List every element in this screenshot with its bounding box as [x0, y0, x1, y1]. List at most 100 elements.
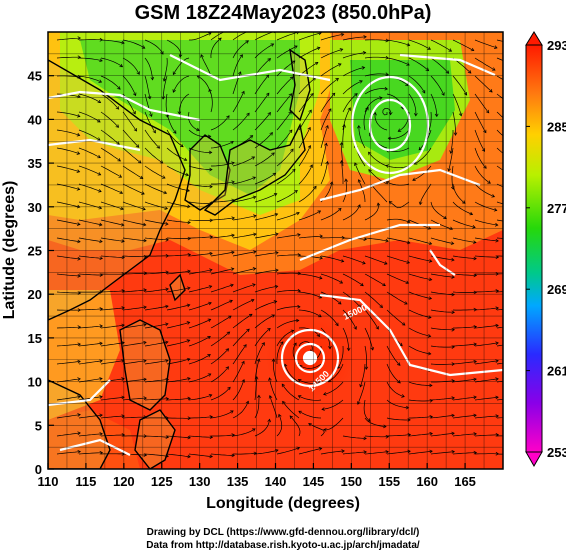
streamline: [122, 219, 146, 226]
streamline: [78, 342, 103, 347]
streamline-arrowhead: [187, 396, 191, 401]
streamline: [389, 201, 410, 209]
streamline: [254, 269, 279, 275]
streamline-arrowhead: [280, 341, 284, 345]
streamline: [56, 237, 81, 243]
streamline: [122, 397, 147, 401]
streamline: [254, 449, 279, 455]
streamline-arrowhead: [297, 233, 301, 237]
streamline-arrowhead: [267, 418, 272, 423]
streamline-arrowhead: [207, 373, 212, 377]
streamline-arrowhead: [363, 35, 367, 39]
streamline: [448, 147, 454, 172]
streamline-arrowhead: [275, 232, 279, 236]
streamline: [414, 147, 432, 165]
streamline: [299, 363, 322, 369]
streamline: [122, 306, 147, 311]
streamline: [232, 401, 249, 419]
streamline: [363, 107, 369, 131]
streamline-arrowhead: [489, 88, 493, 93]
streamline-arrowhead: [99, 324, 103, 328]
streamline-arrowhead: [340, 32, 345, 37]
streamline: [144, 39, 164, 55]
streamline-arrowhead: [288, 129, 293, 134]
streamline: [56, 360, 81, 365]
streamline-arrowhead: [99, 341, 103, 346]
streamline-arrowhead: [143, 396, 147, 400]
streamline: [371, 184, 388, 203]
streamline-arrowhead: [427, 333, 432, 338]
streamline-arrowhead: [275, 268, 279, 273]
streamline: [232, 344, 247, 365]
streamline: [451, 165, 454, 190]
streamline-arrowhead: [473, 359, 477, 364]
streamline-arrowhead: [143, 254, 148, 259]
streamline: [56, 37, 81, 41]
streamline: [386, 57, 410, 66]
streamline-arrowhead: [99, 58, 103, 63]
streamline: [452, 361, 477, 365]
streamline-arrowhead: [238, 71, 242, 75]
streamline-arrowhead: [517, 43, 520, 46]
streamline: [210, 315, 232, 329]
streamline-arrowhead: [441, 92, 445, 96]
streamline-arrowhead: [187, 286, 191, 291]
streamline: [166, 237, 191, 239]
streamline: [254, 152, 275, 167]
streamline: [408, 399, 433, 402]
streamline-arrowhead: [98, 79, 103, 83]
streamline-arrowhead: [231, 198, 235, 203]
streamline: [298, 291, 322, 299]
streamline: [122, 75, 137, 96]
streamline-arrowhead: [165, 435, 170, 439]
streamline-arrowhead: [316, 333, 321, 338]
streamline: [337, 345, 344, 369]
streamline: [408, 57, 429, 71]
streamline: [452, 39, 474, 51]
streamline-arrowhead: [354, 93, 358, 97]
streamline-arrowhead: [208, 285, 213, 289]
streamline-arrowhead: [495, 432, 500, 437]
streamline-arrowhead: [473, 450, 478, 455]
streamline: [233, 452, 257, 455]
streamline-arrowhead: [77, 36, 81, 40]
streamline-arrowhead: [172, 89, 177, 93]
streamline-arrowhead: [165, 454, 169, 458]
streamline-arrowhead: [77, 256, 81, 261]
streamline-arrowhead: [274, 284, 279, 289]
streamline-arrowhead: [518, 378, 521, 381]
streamline-arrowhead: [275, 448, 279, 453]
streamline-arrowhead: [121, 255, 125, 260]
streamline-arrowhead: [152, 129, 156, 134]
wind-streamlines: [56, 32, 521, 459]
streamline-arrowhead: [120, 206, 124, 211]
streamline-arrowhead: [116, 141, 120, 145]
streamline: [298, 77, 316, 95]
credit-data: Data from http://database.rish.kyoto-u.a…: [146, 540, 420, 551]
streamline: [386, 417, 411, 421]
streamline: [210, 268, 234, 275]
streamline: [496, 362, 503, 365]
streamline-arrowhead: [449, 226, 454, 231]
streamline-arrowhead: [458, 112, 463, 117]
streamline-arrowhead: [314, 61, 319, 66]
streamline-arrowhead: [495, 238, 499, 243]
streamline: [78, 360, 103, 365]
streamline-arrowhead: [407, 432, 412, 437]
streamline: [382, 107, 392, 116]
streamline: [430, 237, 454, 245]
streamline: [474, 93, 490, 114]
streamline: [341, 160, 344, 184]
streamline: [496, 308, 503, 311]
streamline: [232, 428, 256, 437]
streamline: [78, 452, 103, 455]
x-tick-label: 130: [189, 474, 211, 489]
streamline: [452, 291, 477, 293]
streamline: [210, 284, 234, 293]
colorbar-tick-label: 261: [547, 364, 566, 379]
streamline: [386, 39, 410, 46]
streamline-arrowhead: [356, 401, 361, 405]
streamline: [78, 219, 102, 226]
streamline: [188, 394, 212, 401]
streamline: [474, 290, 499, 293]
